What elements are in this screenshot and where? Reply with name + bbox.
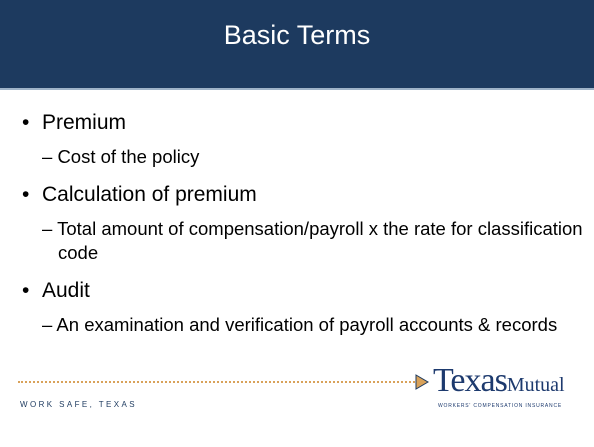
bullet-dot: • [22, 279, 30, 302]
bullet-text: Premium [42, 111, 127, 134]
footer-arrow [415, 374, 429, 390]
sub-dash: – [42, 146, 58, 167]
logo-second: Mutual [506, 374, 565, 396]
tagline: WORK SAFE, TEXAS [20, 400, 137, 409]
bullet-text: Calculation of premium [42, 183, 257, 206]
sub-text: Total amount of compensation/payroll x t… [57, 218, 583, 263]
footer-line [18, 381, 418, 383]
sub-text: An examination and verification of payro… [56, 314, 558, 335]
bullet: • Audit [22, 279, 90, 303]
bullet-dot: • [22, 111, 30, 134]
sub-bullet: – An examination and verification of pay… [42, 313, 594, 337]
sub-dash: – [42, 218, 58, 239]
logo-subtitle: WORKERS' COMPENSATION INSURANCE [438, 403, 563, 409]
sub-bullet: – Cost of the policy [42, 145, 594, 169]
sub-dash: – [42, 314, 57, 335]
bullet-text: Audit [42, 279, 90, 302]
header-band [0, 0, 594, 90]
sub-text: Cost of the policy [57, 146, 200, 167]
bullet: • Calculation of premium [22, 183, 257, 207]
slide-title: Basic Terms [223, 20, 371, 50]
bullet: • Premium [22, 111, 126, 135]
logo: TexasMutual [433, 362, 565, 400]
logo-first: Texas [433, 362, 508, 399]
bullet-dot: • [22, 183, 30, 206]
sub-bullet: – Total amount of compensation/payroll x… [42, 217, 594, 265]
